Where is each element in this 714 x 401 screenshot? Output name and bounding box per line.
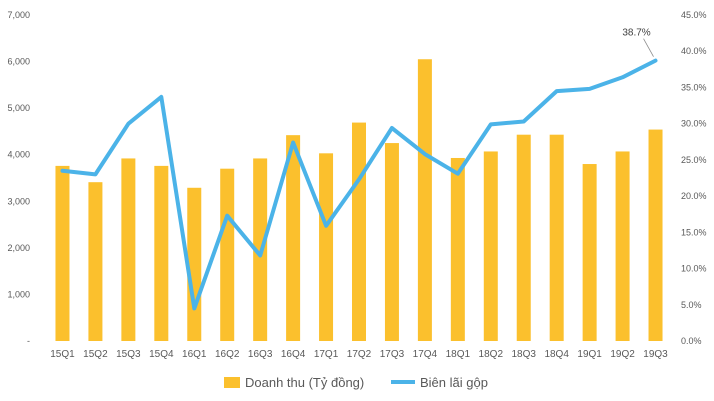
bar bbox=[220, 168, 235, 341]
right-tick-label: 25.0% bbox=[681, 155, 707, 165]
bar bbox=[417, 59, 432, 341]
left-tick-label: 1,000 bbox=[7, 289, 30, 299]
margin-line bbox=[60, 58, 658, 311]
category-label: 17Q2 bbox=[347, 349, 372, 360]
category-label: 18Q1 bbox=[446, 349, 471, 360]
legend-bar-swatch bbox=[224, 377, 240, 388]
left-tick-label: 7,000 bbox=[7, 10, 30, 20]
right-tick-label: 20.0% bbox=[681, 191, 707, 201]
right-tick-label: 40.0% bbox=[681, 46, 707, 56]
bar bbox=[88, 182, 103, 341]
category-label: 18Q3 bbox=[512, 349, 537, 360]
category-label: 18Q4 bbox=[544, 349, 569, 360]
category-label: 15Q2 bbox=[83, 349, 108, 360]
category-label: 17Q4 bbox=[413, 349, 438, 360]
category-label: 16Q3 bbox=[248, 349, 273, 360]
bar-series bbox=[55, 59, 663, 341]
category-label: 15Q3 bbox=[116, 349, 141, 360]
category-label: 19Q1 bbox=[577, 349, 602, 360]
category-label: 18Q2 bbox=[479, 349, 504, 360]
legend: Doanh thu (Tỷ đồng) Biên lãi gộp bbox=[224, 375, 488, 390]
category-label: 16Q1 bbox=[182, 349, 207, 360]
bar bbox=[352, 122, 366, 341]
bar bbox=[648, 129, 663, 341]
legend-bar-label: Doanh thu (Tỷ đồng) bbox=[245, 375, 364, 390]
category-label: 17Q1 bbox=[314, 349, 339, 360]
bar bbox=[384, 143, 399, 341]
bar bbox=[615, 151, 630, 341]
category-label: 19Q3 bbox=[643, 349, 668, 360]
bar bbox=[582, 164, 597, 341]
left-tick-label: 3,000 bbox=[7, 196, 30, 206]
right-tick-label: 0.0% bbox=[681, 336, 702, 346]
annotation-leader bbox=[643, 38, 654, 57]
right-tick-label: 5.0% bbox=[681, 300, 702, 310]
bar bbox=[450, 157, 465, 341]
left-tick-label: 5,000 bbox=[7, 103, 30, 113]
right-tick-label: 35.0% bbox=[681, 82, 707, 92]
left-tick-label: 6,000 bbox=[7, 57, 30, 67]
bar bbox=[286, 135, 301, 341]
annotation-label: 38.7% bbox=[622, 28, 650, 39]
bar bbox=[154, 165, 169, 341]
category-label: 15Q1 bbox=[50, 349, 75, 360]
category-label: 16Q4 bbox=[281, 349, 306, 360]
right-tick-label: 45.0% bbox=[681, 10, 707, 20]
right-tick-label: 15.0% bbox=[681, 227, 707, 237]
bar bbox=[55, 165, 70, 341]
category-label: 19Q2 bbox=[610, 349, 635, 360]
bar bbox=[121, 158, 136, 341]
bar bbox=[516, 134, 531, 341]
left-axis: - 1,000 2,000 3,000 4,000 5,000 6,000 7,000 bbox=[7, 10, 30, 346]
category-label: 15Q4 bbox=[149, 349, 174, 360]
annotation: 38.7% bbox=[622, 28, 654, 57]
legend-line-label: Biên lãi gộp bbox=[420, 375, 488, 390]
category-label: 17Q3 bbox=[380, 349, 405, 360]
bar bbox=[549, 134, 564, 341]
right-tick-label: 10.0% bbox=[681, 264, 707, 274]
line-series bbox=[60, 58, 658, 311]
bar bbox=[483, 151, 498, 341]
left-tick-label: - bbox=[27, 336, 30, 346]
bar bbox=[319, 153, 334, 341]
right-tick-label: 30.0% bbox=[681, 119, 707, 129]
right-axis: 0.0% 5.0% 10.0% 15.0% 20.0% 25.0% 30.0% 35.0% 40… bbox=[681, 10, 707, 346]
category-label: 16Q2 bbox=[215, 349, 240, 360]
x-axis: 15Q1 15Q2 15Q3 15Q4 16Q1 16Q2 16Q3 16Q4 17Q1 17Q2… bbox=[50, 349, 668, 360]
left-tick-label: 2,000 bbox=[7, 243, 30, 253]
left-tick-label: 4,000 bbox=[7, 150, 30, 160]
